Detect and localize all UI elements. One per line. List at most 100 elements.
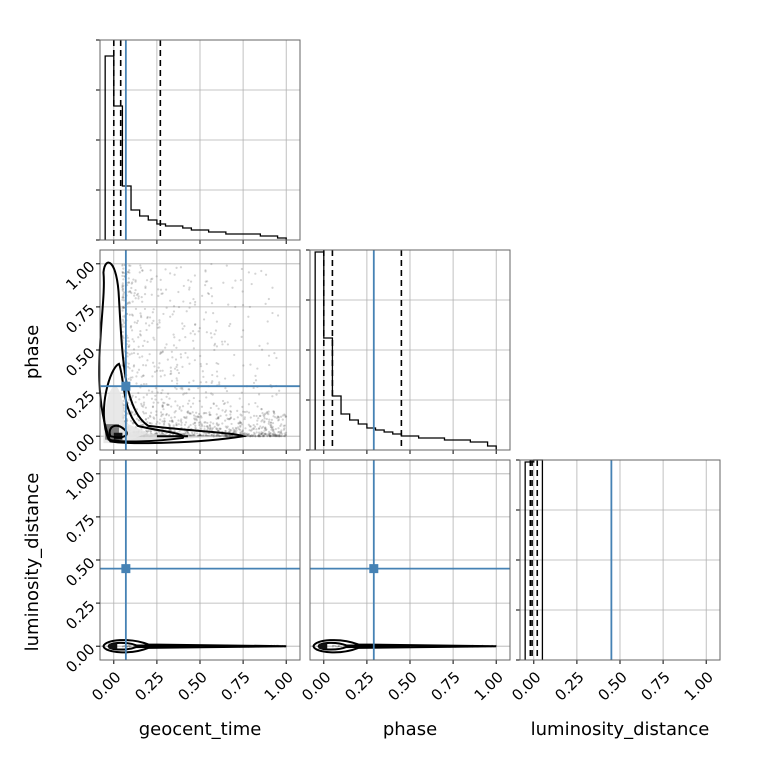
- truth-marker: [369, 564, 379, 574]
- scatter-point: [217, 362, 220, 366]
- scatter-point: [198, 434, 202, 437]
- scatter-point: [203, 428, 206, 431]
- scatter-point: [283, 432, 286, 435]
- scatter-point: [251, 434, 254, 438]
- scatter-point: [203, 425, 206, 428]
- scatter-point: [193, 274, 197, 277]
- scatter-point: [161, 350, 164, 353]
- scatter-point: [148, 316, 152, 319]
- scatter-point: [148, 414, 152, 417]
- scatter-point: [207, 426, 210, 429]
- scatter-point: [169, 299, 172, 302]
- scatter-point: [259, 435, 262, 438]
- scatter-point: [264, 273, 268, 276]
- scatter-point: [216, 428, 219, 431]
- scatter-point: [193, 417, 196, 420]
- scatter-point: [250, 282, 253, 286]
- scatter-point: [284, 431, 288, 434]
- scatter-point: [193, 359, 196, 362]
- scatter-point: [145, 383, 148, 386]
- scatter-point: [260, 432, 263, 436]
- scatter-point: [196, 415, 199, 419]
- scatter-point: [180, 418, 183, 421]
- scatter-point: [178, 339, 181, 342]
- scatter-point: [172, 344, 176, 347]
- scatter-point: [265, 428, 268, 431]
- scatter-point: [189, 405, 193, 408]
- scatter-point: [130, 286, 133, 290]
- scatter-point: [126, 302, 129, 305]
- scatter-point: [121, 286, 124, 289]
- scatter-point: [267, 413, 270, 416]
- scatter-point: [256, 434, 260, 438]
- scatter-point: [121, 296, 124, 299]
- scatter-point: [271, 432, 274, 435]
- scatter-point: [128, 271, 131, 274]
- scatter-point: [254, 374, 257, 378]
- scatter-point: [122, 294, 125, 297]
- scatter-point: [188, 399, 191, 402]
- scatter-point: [216, 434, 219, 437]
- scatter-point: [270, 428, 273, 431]
- scatter-point: [169, 272, 172, 275]
- scatter-point: [176, 363, 179, 367]
- scatter-point: [221, 399, 225, 403]
- scatter-point: [210, 295, 214, 298]
- scatter-point: [145, 429, 148, 432]
- x-axis-label-phase: phase: [383, 719, 437, 740]
- scatter-point: [159, 351, 162, 354]
- scatter-point: [247, 433, 250, 436]
- scatter-point: [236, 409, 239, 412]
- scatter-point: [182, 393, 185, 396]
- scatter-point: [253, 425, 257, 428]
- scatter-point: [222, 402, 226, 406]
- scatter-point: [260, 348, 264, 351]
- scatter-point: [149, 432, 152, 435]
- scatter-point: [239, 413, 242, 416]
- scatter-point: [127, 345, 130, 348]
- scatter-point: [200, 427, 203, 430]
- scatter-point: [275, 393, 278, 396]
- scatter-point: [175, 346, 178, 349]
- scatter-point: [154, 432, 158, 435]
- scatter-point: [126, 270, 129, 274]
- scatter-point: [209, 406, 212, 410]
- scatter-point: [205, 425, 209, 428]
- scatter-point: [135, 408, 138, 411]
- scatter-point: [271, 430, 275, 433]
- scatter-point: [191, 330, 195, 333]
- scatter-point: [129, 645, 132, 647]
- scatter-point: [144, 322, 148, 325]
- scatter-point: [160, 415, 163, 418]
- scatter-point: [170, 405, 173, 408]
- scatter-point: [229, 417, 232, 420]
- scatter-point: [161, 420, 164, 423]
- scatter-point: [277, 427, 280, 430]
- scatter-point: [188, 288, 191, 291]
- scatter-point: [218, 434, 221, 437]
- scatter-point: [267, 432, 270, 435]
- scatter-point: [268, 434, 271, 437]
- scatter-point: [186, 430, 189, 433]
- scatter-point: [185, 392, 188, 395]
- scatter-point: [209, 421, 212, 424]
- scatter-point: [243, 431, 246, 435]
- scatter-point: [282, 428, 286, 431]
- scatter-point: [131, 338, 134, 341]
- scatter-point: [188, 412, 191, 415]
- scatter-point: [224, 429, 227, 433]
- scatter-point: [128, 344, 131, 347]
- x-axis-label-geocent-time: geocent_time: [139, 719, 262, 740]
- scatter-point: [284, 415, 288, 418]
- scatter-point: [261, 412, 264, 415]
- scatter-point: [146, 430, 149, 433]
- scatter-point: [337, 645, 340, 648]
- scatter-point: [145, 393, 149, 396]
- scatter-point: [282, 424, 285, 428]
- scatter-point: [188, 381, 191, 384]
- scatter-point: [128, 645, 131, 648]
- scatter-point: [182, 284, 185, 288]
- scatter-point: [241, 290, 244, 293]
- scatter-point: [127, 277, 130, 280]
- scatter-point: [166, 358, 169, 361]
